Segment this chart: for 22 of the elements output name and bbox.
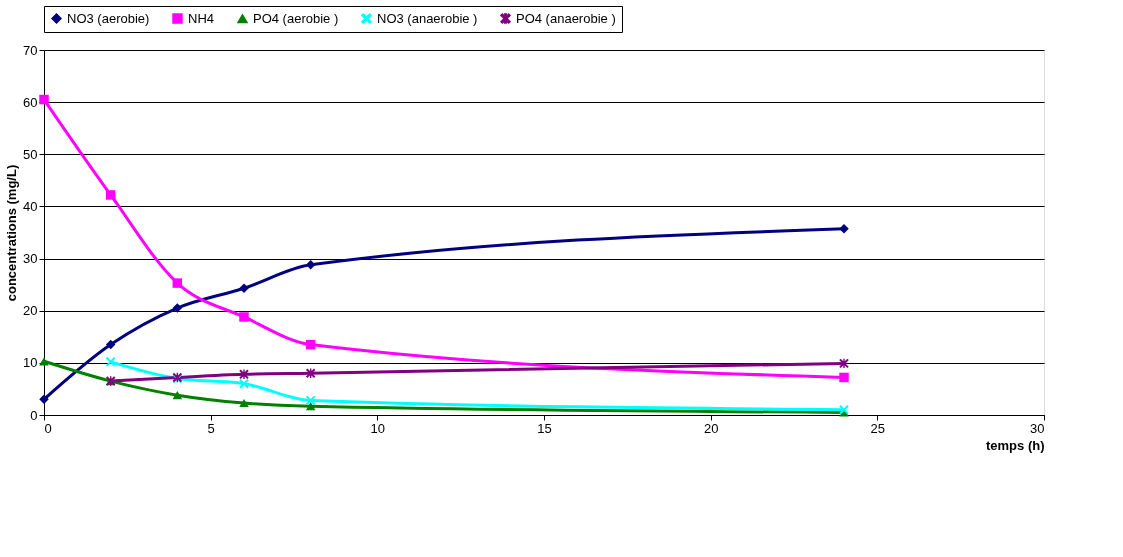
y-tick-label: 60 [23, 94, 38, 110]
legend-label: PO4 (anaerobie ) [516, 10, 616, 26]
y-tick-label: 30 [23, 251, 38, 267]
legend-label: PO4 (aerobie ) [253, 10, 339, 26]
x-axis-title: temps (h) [986, 437, 1045, 453]
y-tick-label: 50 [23, 146, 38, 162]
y-tick-label: 20 [23, 303, 38, 319]
legend-label: NO3 (anaerobie ) [377, 10, 478, 26]
x-tick-label: 5 [207, 420, 215, 436]
x-tick-label: 15 [537, 420, 552, 436]
legend-label: NH4 [188, 10, 215, 26]
y-tick-label: 40 [23, 198, 38, 214]
x-tick-label: 25 [870, 420, 886, 436]
y-tick-label: 10 [23, 355, 38, 371]
x-tick-label: 0 [44, 420, 52, 436]
y-tick-label: 0 [30, 407, 38, 423]
legend-label: NO3 (aerobie) [67, 10, 150, 26]
x-tick-label: 30 [1030, 420, 1045, 436]
y-axis-title: concentrations (mg/L) [4, 164, 20, 302]
x-tick-label: 20 [703, 420, 719, 436]
x-tick-label: 10 [370, 420, 386, 436]
y-tick-label: 70 [23, 42, 38, 58]
